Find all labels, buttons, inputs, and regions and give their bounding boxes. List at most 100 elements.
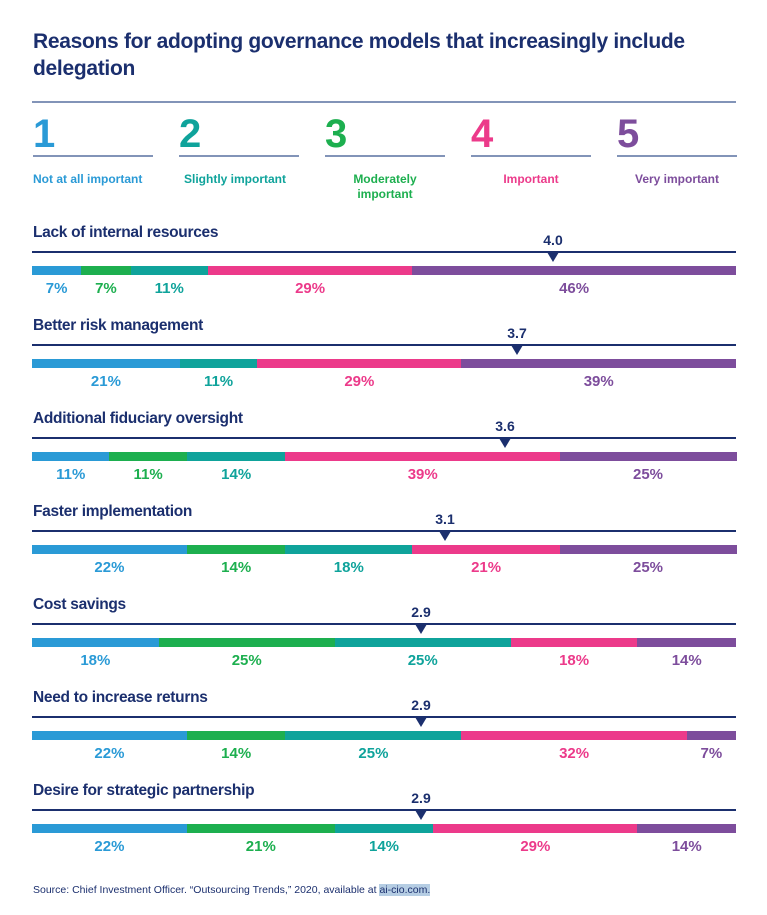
segment-label: 11% (133, 466, 163, 483)
bar-segment-blue (32, 359, 181, 368)
segment-label: 21% (245, 838, 276, 855)
segment-label: 25% (358, 745, 389, 762)
segment-label: 14% (221, 745, 252, 762)
row-title: Need to increase returns (33, 689, 208, 706)
segment-label: 25% (231, 652, 262, 669)
top-divider (32, 101, 736, 103)
bar-segment-teal (130, 266, 209, 275)
bar-segment-pink (285, 452, 561, 461)
bar-segment-blue (32, 545, 188, 554)
bar-segment-teal (334, 638, 512, 647)
bar-segment-pink (412, 545, 561, 554)
source-text: Source: Chief Investment Officer. “Outso… (33, 884, 380, 896)
segment-label: 25% (407, 652, 438, 669)
bar-segment-pink (257, 359, 462, 368)
bar-segment-green (109, 452, 188, 461)
legend-underline (617, 155, 737, 157)
mean-marker-icon (499, 438, 511, 448)
legend-underline (33, 155, 153, 157)
bar-segment-teal (285, 731, 462, 740)
row-axis-line (32, 437, 736, 439)
legend-number-3: 3 (325, 112, 348, 156)
segment-label: 25% (632, 559, 664, 576)
source-link[interactable]: ai-cio.com. (379, 884, 431, 896)
bar-segment-purple (560, 545, 737, 554)
row-axis-line (32, 344, 736, 346)
mean-value: 2.9 (411, 697, 431, 713)
bar-segment-purple (412, 266, 737, 275)
segment-label: 39% (407, 466, 438, 483)
bar-segment-purple (637, 824, 737, 833)
row-axis-line (32, 251, 736, 253)
segment-label: 21% (90, 373, 121, 390)
legend-underline (471, 155, 591, 157)
legend-number-1: 1 (33, 112, 56, 156)
segment-label: 14% (671, 838, 702, 855)
bar-segment-pink (461, 731, 688, 740)
row-title: Lack of internal resources (33, 224, 219, 241)
bar-segment-teal (179, 359, 258, 368)
bar-segment-green (158, 638, 336, 647)
legend-label: Moderately important (353, 172, 417, 201)
bar-segment-purple (686, 731, 737, 740)
bar-segment-teal (334, 824, 434, 833)
bar-segment-green (186, 545, 286, 554)
mean-marker-icon (439, 531, 451, 541)
segment-label: 22% (94, 745, 125, 762)
bar-segment-teal (285, 545, 413, 554)
mean-value: 4.0 (543, 232, 563, 248)
segment-label: 7% (95, 280, 117, 297)
mean-marker-icon (415, 624, 427, 634)
segment-label: 14% (221, 466, 252, 483)
segment-label: 32% (559, 745, 590, 762)
mean-marker-icon (547, 252, 559, 262)
segment-label: 25% (632, 466, 664, 483)
bar-segment-blue (32, 638, 160, 647)
bar-segment-blue (32, 452, 110, 461)
legend-label: Important (503, 172, 559, 186)
legend-number-5: 5 (617, 112, 640, 156)
segment-label: 22% (94, 559, 125, 576)
bar-segment-blue (32, 731, 188, 740)
bar-segment-purple (637, 638, 737, 647)
bar-segment-purple (461, 359, 737, 368)
bar-segment-pink (208, 266, 413, 275)
bar-segment-blue (32, 824, 188, 833)
segment-label: 14% (221, 559, 252, 576)
legend-number-2: 2 (179, 112, 202, 156)
bar-segment-teal (186, 452, 286, 461)
mean-marker-icon (415, 810, 427, 820)
bar-segment-blue (32, 266, 82, 275)
row-title: Additional fiduciary oversight (33, 410, 243, 427)
segment-label: 18% (559, 652, 590, 669)
segment-label: 11% (56, 466, 86, 483)
row-axis-line (32, 716, 736, 718)
source-note: Source: Chief Investment Officer. “Outso… (33, 884, 431, 896)
segment-label: 22% (94, 838, 125, 855)
legend-underline (179, 155, 299, 157)
segment-label: 29% (520, 838, 551, 855)
segment-label: 11% (203, 373, 234, 390)
segment-label: 14% (671, 652, 702, 669)
mean-value: 2.9 (411, 790, 431, 806)
segment-label: 39% (583, 373, 614, 390)
bar-segment-green (186, 731, 286, 740)
bar-segment-pink (510, 638, 638, 647)
segment-label: 11% (154, 280, 184, 297)
bar-segment-green (186, 824, 336, 833)
bar-segment-pink (433, 824, 638, 833)
segment-label: 7% (700, 745, 723, 762)
bar-segment-green (81, 266, 132, 275)
segment-label: 29% (344, 373, 375, 390)
row-title: Desire for strategic partnership (33, 782, 255, 799)
row-title: Faster implementation (33, 503, 193, 520)
legend-underline (325, 155, 445, 157)
mean-marker-icon (415, 717, 427, 727)
row-axis-line (32, 623, 736, 625)
mean-value: 3.1 (435, 511, 455, 527)
mean-value: 3.6 (495, 418, 515, 434)
segment-label: 18% (80, 652, 111, 669)
chart-title: Reasons for adopting governance models t… (33, 30, 685, 80)
mean-value: 3.7 (507, 325, 527, 341)
segment-label: 46% (559, 280, 590, 297)
